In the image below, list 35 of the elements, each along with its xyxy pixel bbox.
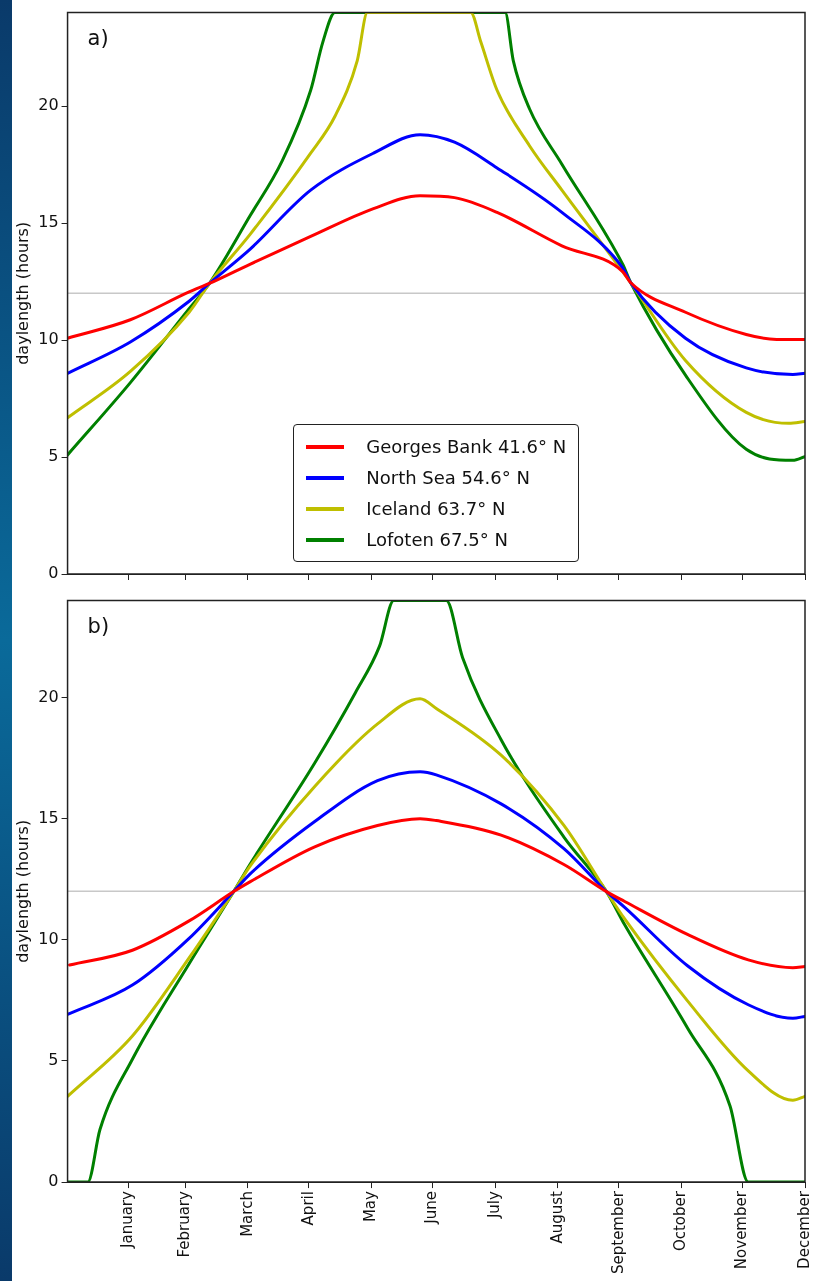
legend-label: Georges Bank 41.6° N — [366, 436, 567, 457]
x-tick-label: February — [174, 1190, 193, 1258]
annotation: b) — [87, 613, 110, 638]
x-tick-label: August — [547, 1190, 566, 1244]
line-series — [67, 697, 805, 1102]
x-tick-label: March — [237, 1191, 256, 1237]
y-tick-label: 15 — [38, 807, 59, 827]
x-tick-label: December — [794, 1190, 813, 1269]
x-tick-label: January — [118, 1190, 137, 1249]
annotation: a) — [87, 25, 109, 50]
y-tick-label: 5 — [48, 446, 59, 466]
line-series — [67, 133, 805, 376]
line-series — [67, 770, 805, 1020]
legend-label: Lofoten 67.5° N — [366, 529, 508, 550]
x-tick-label: October — [671, 1190, 690, 1252]
x-tick-label: April — [298, 1191, 317, 1226]
x-tick-label: June — [422, 1191, 441, 1225]
y-axis-title: daylength (hours) — [12, 221, 32, 365]
y-tick-label: 0 — [48, 1171, 59, 1191]
x-tick-label: September — [608, 1190, 627, 1275]
y-tick-label: 10 — [38, 928, 59, 948]
y-tick-label: 20 — [38, 686, 59, 706]
y-tick-label: 0 — [48, 563, 59, 583]
x-tick-label: May — [361, 1190, 380, 1223]
line-series — [68, 817, 805, 970]
y-axis-title: daylength (hours) — [12, 819, 32, 963]
y-tick-label: 15 — [38, 212, 59, 232]
legend-label: Iceland 63.7° N — [366, 498, 506, 519]
y-tick-label: 5 — [48, 1050, 59, 1070]
y-tick-label: 10 — [38, 329, 59, 349]
line-series — [67, 194, 805, 341]
x-tick-label: July — [484, 1190, 503, 1220]
x-tick-label: November — [732, 1190, 751, 1270]
legend-label: North Sea 54.6° N — [366, 467, 530, 488]
y-tick-label: 20 — [38, 95, 59, 115]
